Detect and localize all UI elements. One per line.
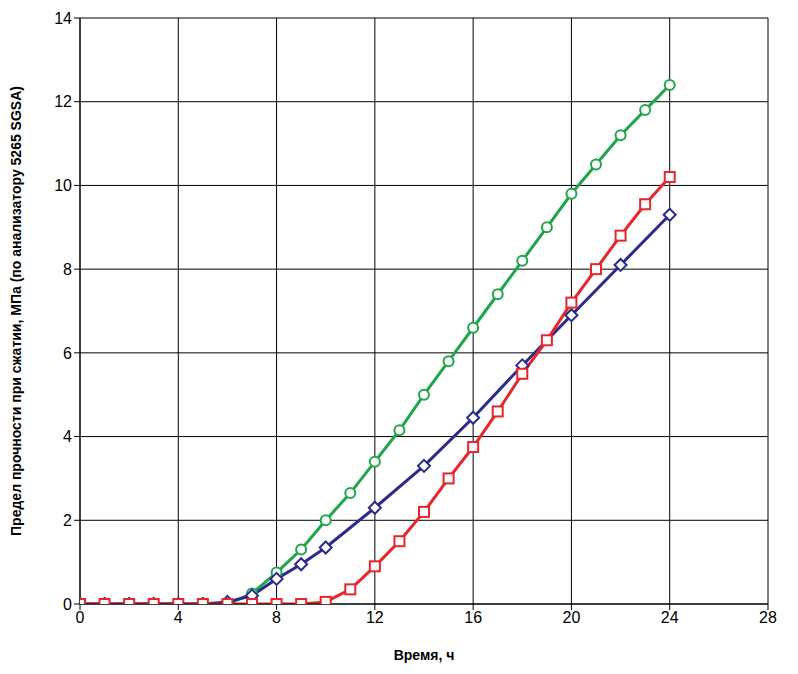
svg-text:Время, ч: Время, ч <box>394 647 455 663</box>
svg-text:8: 8 <box>63 261 72 278</box>
svg-text:16: 16 <box>464 609 482 626</box>
svg-text:0: 0 <box>76 609 85 626</box>
svg-text:0: 0 <box>63 596 72 613</box>
svg-text:6: 6 <box>63 345 72 362</box>
svg-text:4: 4 <box>63 428 72 445</box>
svg-text:14: 14 <box>54 10 72 27</box>
svg-text:4: 4 <box>174 609 183 626</box>
svg-text:8: 8 <box>272 609 281 626</box>
svg-text:12: 12 <box>366 609 384 626</box>
svg-text:28: 28 <box>759 609 777 626</box>
svg-text:10: 10 <box>54 177 72 194</box>
svg-text:20: 20 <box>563 609 581 626</box>
svg-text:Предел прочности при сжатии, М: Предел прочности при сжатии, МПа (по ана… <box>8 86 24 536</box>
svg-text:24: 24 <box>661 609 679 626</box>
svg-text:12: 12 <box>54 93 72 110</box>
svg-text:2: 2 <box>63 512 72 529</box>
